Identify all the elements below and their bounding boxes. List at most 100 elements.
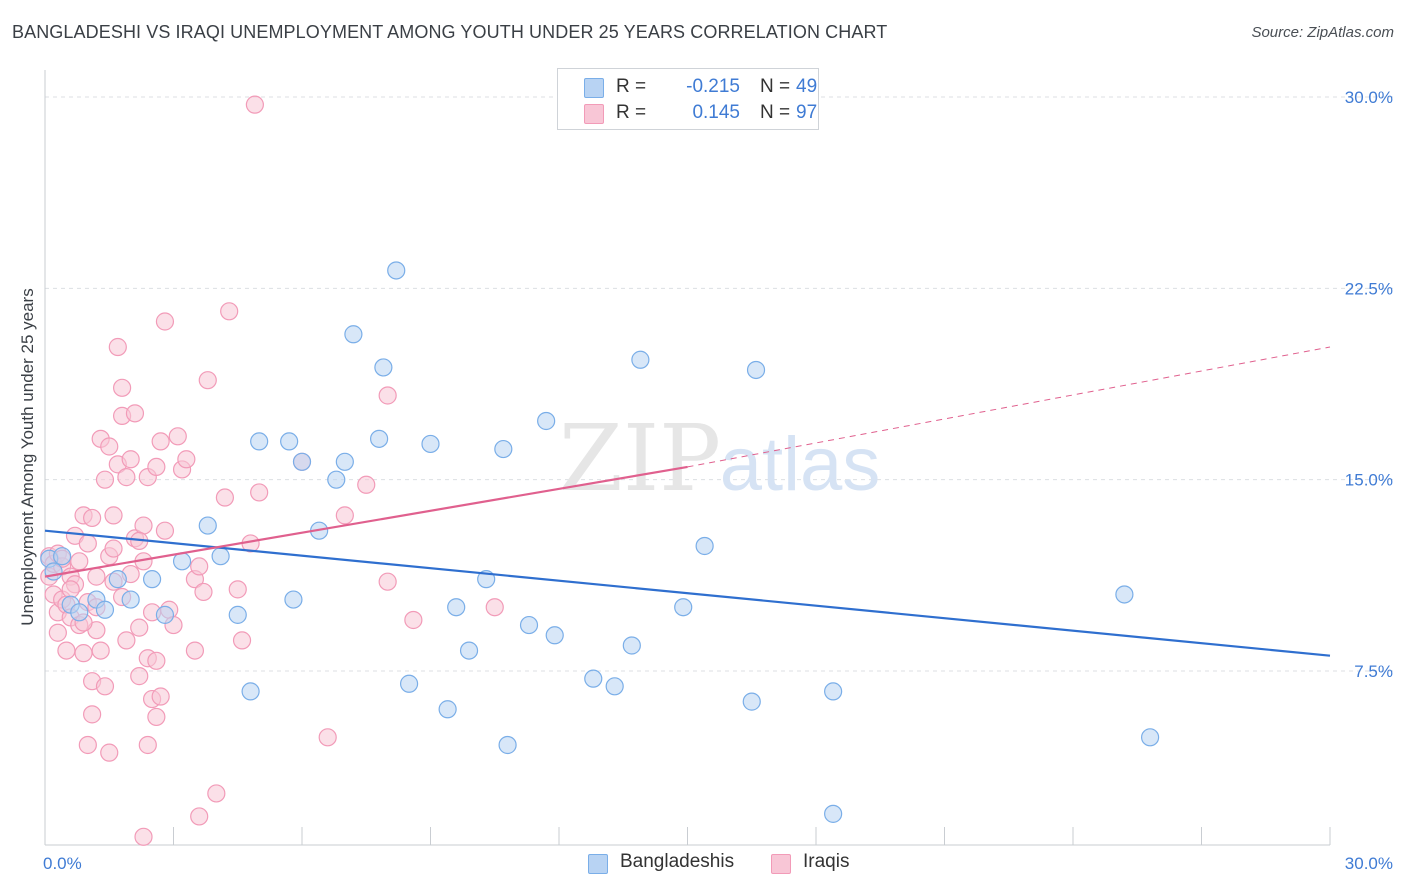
iraqi-point: [48, 623, 67, 642]
iraqi-point: [57, 641, 76, 660]
iraqi-point: [168, 427, 187, 446]
bangladeshi-point: [584, 669, 603, 688]
bangladeshi-point: [284, 590, 303, 609]
bangladeshi-point: [537, 411, 556, 431]
iraqi-point: [61, 580, 80, 599]
iraqi-point: [70, 552, 89, 571]
iraqi-point: [147, 707, 166, 727]
bangladeshi-point: [824, 682, 843, 701]
iraqi-point: [104, 506, 123, 525]
iraqi-point: [190, 807, 209, 826]
iraqi-point: [130, 667, 149, 686]
bangladeshi-point: [824, 804, 843, 823]
legend-n-value: 49: [796, 76, 818, 97]
iraqi-point: [91, 641, 110, 660]
iraqi-point: [121, 450, 140, 469]
iraqi-point: [117, 468, 136, 487]
iraqi-point: [155, 521, 175, 540]
bangladeshi-point: [70, 603, 89, 622]
x-tick-label-min: 0.0%: [43, 854, 82, 873]
legend-n-value: 97: [796, 102, 818, 123]
iraqi-trend-line: [44, 465, 688, 578]
bangladeshi-point: [198, 516, 217, 535]
bangladeshi-point: [631, 350, 650, 369]
bangladeshi-point: [605, 677, 624, 696]
iraqi-point: [83, 705, 102, 724]
legend-r-label: R =: [616, 102, 647, 123]
bangladeshi-point: [142, 570, 162, 589]
trend-lines: [44, 346, 1331, 657]
axes: [44, 70, 1331, 846]
bangladeshi-point: [459, 641, 479, 660]
y-tick-label: 7.5%: [1354, 662, 1393, 681]
bangladeshi-point: [292, 452, 312, 471]
iraqi-point: [147, 651, 166, 670]
iraqi-point: [95, 470, 115, 489]
iraqi-point: [117, 631, 136, 650]
bangladeshi-point: [387, 261, 406, 280]
bangladeshi-point: [498, 735, 517, 755]
iraqi-point: [245, 95, 264, 114]
bangladeshi-point: [1140, 728, 1160, 747]
bangladeshi-point: [545, 626, 564, 645]
tick-labels: 7.5% 15.0% 22.5% 30.0% 0.0% 30.0%: [43, 88, 1393, 873]
legend-n-label: N =: [760, 102, 791, 123]
iraqi-point: [134, 516, 153, 535]
legend-swatch-pink: [584, 104, 604, 124]
iraqi-point: [207, 784, 226, 803]
bangladeshi-point: [674, 598, 693, 617]
iraqi-point: [190, 557, 209, 576]
iraqi-point: [198, 371, 217, 390]
chart-title: BANGLADESHI VS IRAQI UNEMPLOYMENT AMONG …: [12, 22, 888, 42]
iraqi-point: [95, 677, 115, 696]
bangladeshi-point: [421, 434, 440, 454]
bangladeshi-point: [108, 570, 127, 589]
bangladeshi-point: [742, 692, 761, 711]
bangladeshi-point: [746, 360, 766, 380]
bangladeshi-point: [228, 605, 247, 624]
bangladeshi-point: [622, 636, 641, 655]
bangladeshi-point: [44, 562, 63, 581]
iraqi-point: [335, 506, 354, 525]
bangladeshi-point: [374, 358, 393, 377]
bangladeshi-point: [438, 700, 457, 719]
iraqi-point: [151, 432, 170, 451]
x-tick-label-max: 30.0%: [1345, 854, 1393, 873]
bangladeshi-point: [250, 432, 269, 451]
iraqi-point: [378, 572, 397, 591]
iraqi-point: [194, 582, 213, 602]
iraqi-point: [378, 386, 397, 405]
iraqi-point: [74, 644, 93, 663]
y-tick-label: 30.0%: [1345, 88, 1393, 107]
bangladeshi-point: [172, 552, 192, 571]
bangladeshi-point: [695, 536, 714, 556]
bangladeshi-trend-line: [44, 529, 1331, 657]
iraqi-point: [87, 567, 106, 586]
iraqi-point: [83, 508, 102, 528]
bangladeshi-point: [344, 325, 363, 344]
source-credit: Source: ZipAtlas.com: [1251, 24, 1394, 41]
gridlines: [45, 96, 1393, 672]
iraqi-point: [155, 312, 175, 331]
iraqi-point: [318, 728, 337, 747]
legend-swatch-blue: [584, 78, 604, 98]
iraqi-trend-extension: [687, 346, 1331, 468]
bangladeshi-point: [519, 615, 539, 635]
watermark-atlas: atlas: [720, 422, 881, 507]
iraqi-point: [78, 735, 97, 755]
legend-n-label: N =: [760, 76, 791, 97]
iraqi-point: [228, 580, 247, 599]
legend-swatch-blue: [588, 854, 608, 874]
bangladeshi-point: [121, 590, 140, 609]
iraqi-point: [130, 618, 149, 637]
bangladeshi-point: [280, 432, 299, 451]
iraqi-point: [485, 598, 504, 617]
stats-legend: R = -0.215 N = 49 R = 0.145 N = 97: [557, 68, 819, 130]
bangladeshi-point: [494, 439, 513, 459]
iraqi-point: [404, 610, 423, 630]
iraqi-point: [108, 337, 127, 357]
y-tick-label: 22.5%: [1345, 279, 1393, 298]
bangladeshi-point: [241, 682, 260, 701]
legend-r-value: -0.215: [686, 76, 740, 97]
